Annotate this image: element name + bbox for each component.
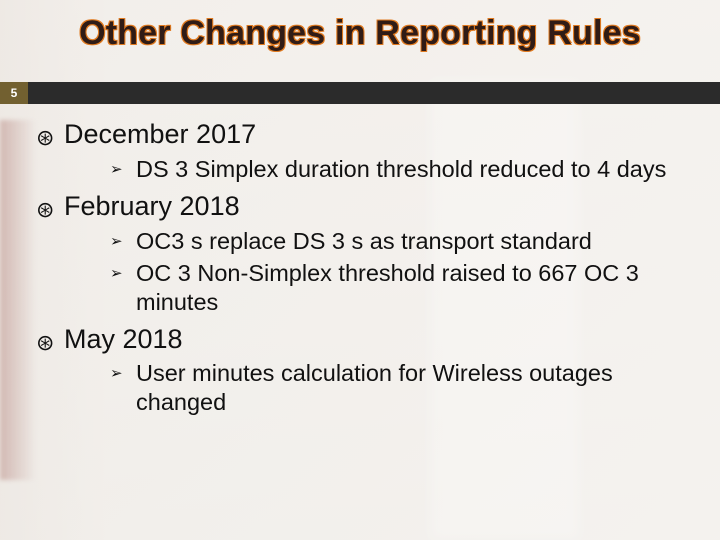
chevron-right-icon: ➢	[110, 266, 136, 281]
section-heading: February 2018	[64, 190, 240, 223]
list-item: ⊛ December 2017	[36, 118, 700, 151]
list-item: ➢ OC 3 Non-Simplex threshold raised to 6…	[110, 259, 690, 316]
bullet-icon: ⊛	[36, 126, 64, 150]
list-item: ⊛ May 2018	[36, 323, 700, 356]
bullet-icon: ⊛	[36, 198, 64, 222]
page-bar: 5	[0, 82, 720, 104]
bullet-text: User minutes calculation for Wireless ou…	[136, 359, 690, 416]
chevron-right-icon: ➢	[110, 366, 136, 381]
list-item: ➢ OC3 s replace DS 3 s as transport stan…	[110, 227, 690, 256]
list-item: ⊛ February 2018	[36, 190, 700, 223]
section-heading: December 2017	[64, 118, 256, 151]
list-item: ➢ User minutes calculation for Wireless …	[110, 359, 690, 416]
chevron-right-icon: ➢	[110, 162, 136, 177]
section-heading: May 2018	[64, 323, 183, 356]
bullet-text: DS 3 Simplex duration threshold reduced …	[136, 155, 666, 184]
bullet-text: OC3 s replace DS 3 s as transport standa…	[136, 227, 592, 256]
page-number: 5	[0, 82, 28, 104]
list-item: ➢ DS 3 Simplex duration threshold reduce…	[110, 155, 690, 184]
chevron-right-icon: ➢	[110, 234, 136, 249]
slide-title: Other Changes in Reporting Rules	[0, 0, 720, 53]
slide-body: ⊛ December 2017 ➢ DS 3 Simplex duration …	[36, 112, 700, 421]
bullet-icon: ⊛	[36, 331, 64, 355]
bullet-text: OC 3 Non-Simplex threshold raised to 667…	[136, 259, 690, 316]
